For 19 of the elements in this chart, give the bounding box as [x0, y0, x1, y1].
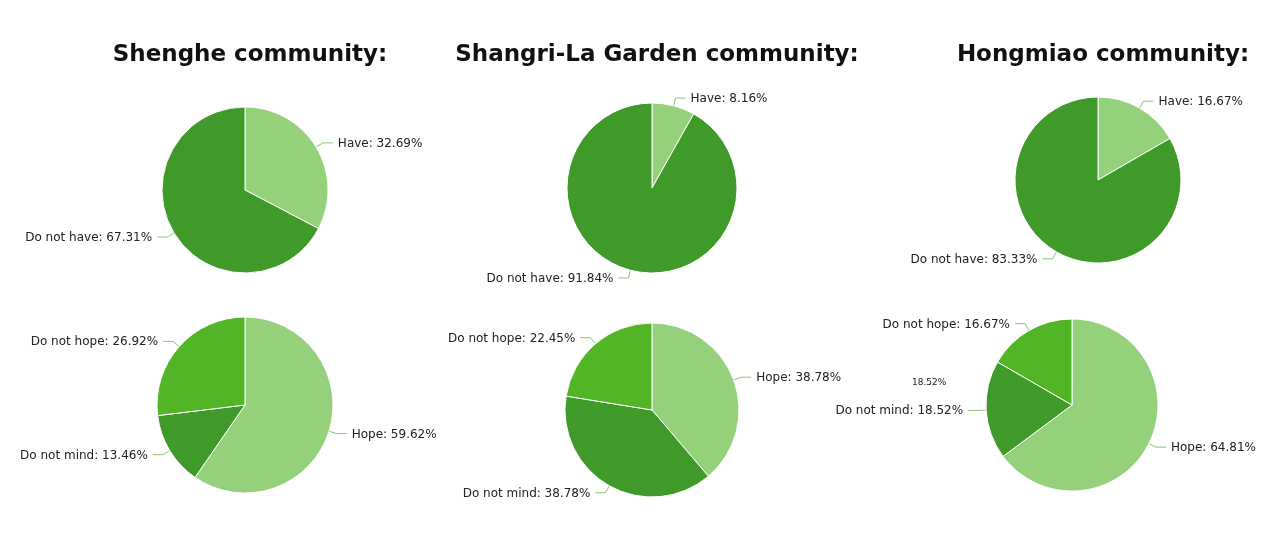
- chart-title: Shangri-La Garden community:: [455, 39, 859, 66]
- slice-label: Have: 8.16%: [690, 91, 768, 106]
- slice-label: Have: 16.67%: [1158, 94, 1243, 109]
- slice-label: Hope: 64.81%: [1171, 440, 1256, 455]
- slice-label: Do not hope: 16.67%: [882, 316, 1010, 331]
- slice-label: Hope: 59.62%: [351, 426, 437, 441]
- slice-label: Do not have: 83.33%: [910, 251, 1038, 266]
- slice-label: Hope: 38.78%: [756, 370, 842, 385]
- slice-label: Do not mind: 18.52%: [835, 403, 964, 418]
- slice-label: Do not hope: 26.92%: [30, 334, 159, 349]
- slice-label: Do not mind: 13.46%: [20, 447, 148, 462]
- data-label: 18.52%: [912, 376, 947, 387]
- slice-label: Do not mind: 38.78%: [462, 485, 591, 500]
- slice-label: Do not hope: 22.45%: [447, 330, 576, 345]
- slice-label: Have: 32.69%: [337, 135, 423, 150]
- slice-label: Do not have: 67.31%: [25, 230, 153, 245]
- slice-label: Do not have: 91.84%: [486, 270, 614, 285]
- chart-title: Hongmiao community:: [956, 39, 1250, 66]
- chart-title: Shenghe community:: [112, 39, 388, 66]
